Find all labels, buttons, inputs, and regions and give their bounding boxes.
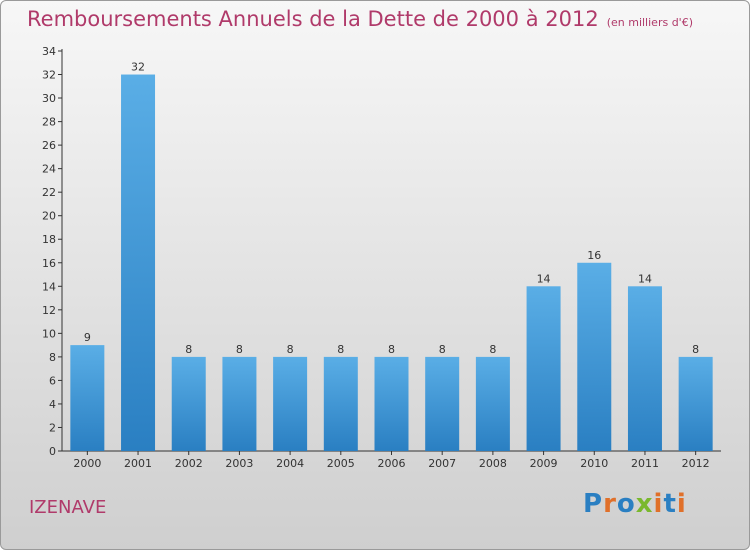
bar	[577, 262, 612, 451]
x-tick-label: 2004	[276, 457, 304, 470]
x-tick-label: 2009	[530, 457, 558, 470]
logo-letter: P	[583, 489, 604, 519]
bar-value-label: 8	[287, 343, 294, 356]
proxiti-logo: Proxiti	[583, 489, 687, 519]
x-tick-label: 2010	[580, 457, 608, 470]
commune-name: IZENAVE	[29, 497, 107, 518]
bar	[627, 286, 662, 451]
y-tick-label: 10	[42, 327, 56, 340]
y-tick-label: 4	[49, 398, 56, 411]
y-tick-label: 18	[42, 233, 56, 246]
y-tick-label: 2	[49, 421, 56, 434]
x-tick-label: 2001	[124, 457, 152, 470]
x-tick-label: 2003	[225, 457, 253, 470]
logo-letter: o	[616, 489, 636, 519]
chart-subtitle: (en milliers d'€)	[606, 16, 693, 29]
x-tick-label: 2002	[175, 457, 203, 470]
bar-value-label: 8	[388, 343, 395, 356]
bar	[171, 356, 206, 451]
y-tick-label: 0	[49, 445, 56, 458]
x-tick-label: 2000	[73, 457, 101, 470]
bar	[678, 356, 713, 451]
bar	[425, 356, 460, 451]
bar-value-label: 8	[439, 343, 446, 356]
bar-value-label: 9	[84, 331, 91, 344]
bar	[70, 345, 105, 451]
bar-value-label: 8	[489, 343, 496, 356]
y-tick-label: 30	[42, 92, 56, 105]
logo-letter: r	[603, 489, 617, 519]
y-tick-label: 14	[42, 280, 56, 293]
bar	[323, 356, 358, 451]
logo-letter: i	[676, 489, 687, 519]
x-tick-label: 2011	[631, 457, 659, 470]
y-tick-label: 24	[42, 163, 56, 176]
x-tick-label: 2012	[682, 457, 710, 470]
y-tick-label: 28	[42, 116, 56, 129]
logo-letter: x	[635, 489, 654, 519]
bar	[475, 356, 510, 451]
bar-value-label: 32	[131, 61, 145, 74]
bar-value-label: 8	[692, 343, 699, 356]
bar	[374, 356, 409, 451]
x-tick-label: 2008	[479, 457, 507, 470]
y-tick-label: 6	[49, 374, 56, 387]
y-tick-label: 34	[42, 45, 56, 58]
bar	[121, 74, 156, 451]
bar	[273, 356, 308, 451]
logo-letter: t	[663, 489, 677, 519]
x-tick-label: 2005	[327, 457, 355, 470]
y-tick-label: 22	[42, 186, 56, 199]
y-tick-label: 32	[42, 69, 56, 82]
bar-value-label: 14	[537, 272, 551, 285]
bar-value-label: 8	[337, 343, 344, 356]
bar-value-label: 8	[185, 343, 192, 356]
bar-value-label: 14	[638, 272, 652, 285]
bar-value-label: 8	[236, 343, 243, 356]
logo-letter: i	[653, 489, 664, 519]
bar-value-label: 16	[587, 249, 601, 262]
bar	[526, 286, 561, 451]
y-tick-label: 20	[42, 210, 56, 223]
y-tick-label: 26	[42, 139, 56, 152]
y-tick-label: 16	[42, 257, 56, 270]
y-tick-label: 12	[42, 304, 56, 317]
chart-title: Remboursements Annuels de la Dette de 20…	[27, 7, 693, 31]
bar	[222, 356, 257, 451]
x-tick-label: 2006	[378, 457, 406, 470]
x-tick-label: 2007	[428, 457, 456, 470]
title-text: Remboursements Annuels de la Dette de 20…	[27, 7, 599, 31]
y-tick-label: 8	[49, 351, 56, 364]
